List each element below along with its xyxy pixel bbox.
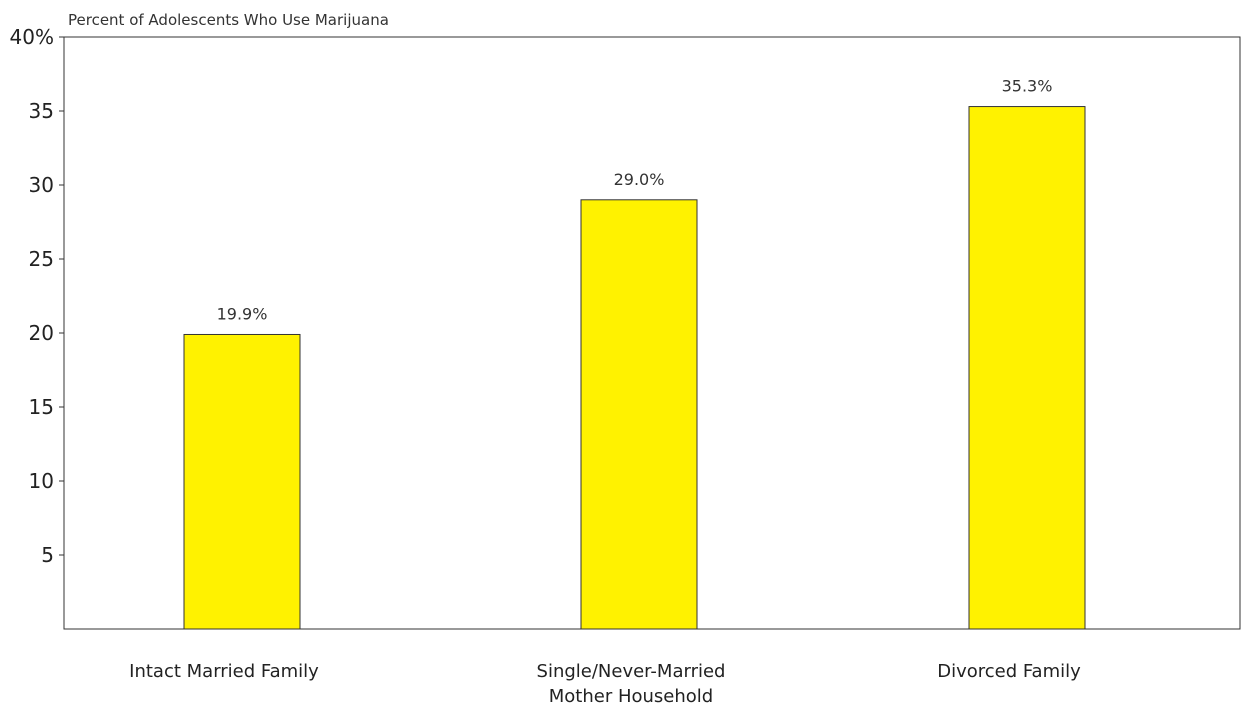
y-axis-label: Percent of Adolescents Who Use Marijuana — [68, 11, 389, 29]
data-labels: 19.9% 29.0% 35.3% — [217, 77, 1053, 324]
bar — [968, 106, 1086, 630]
x-axis: Intact Married Family Single/Never-Marrie… — [129, 661, 1081, 707]
y-tick-label: 20 — [29, 321, 54, 345]
category-label: Intact Married Family — [129, 661, 319, 682]
bar — [580, 199, 698, 630]
y-tick-label: 35 — [29, 99, 54, 123]
data-label: 19.9% — [217, 304, 268, 323]
y-tick-label: 40% — [10, 25, 54, 49]
y-tick-label: 15 — [29, 395, 54, 419]
y-tick-label: 10 — [29, 469, 54, 493]
category-label: Single/Never-Married — [537, 661, 726, 682]
y-tick-label: 30 — [29, 173, 54, 197]
bar — [183, 333, 301, 630]
category-label: Mother Household — [549, 686, 713, 707]
y-tick-label: 25 — [29, 247, 54, 271]
y-axis: 5 10 15 20 25 30 35 40% — [10, 25, 64, 567]
category-label: Divorced Family — [937, 661, 1081, 682]
data-label: 35.3% — [1002, 77, 1053, 96]
bars — [183, 106, 1086, 630]
data-label: 29.0% — [614, 170, 665, 189]
y-tick-label: 5 — [41, 543, 54, 567]
